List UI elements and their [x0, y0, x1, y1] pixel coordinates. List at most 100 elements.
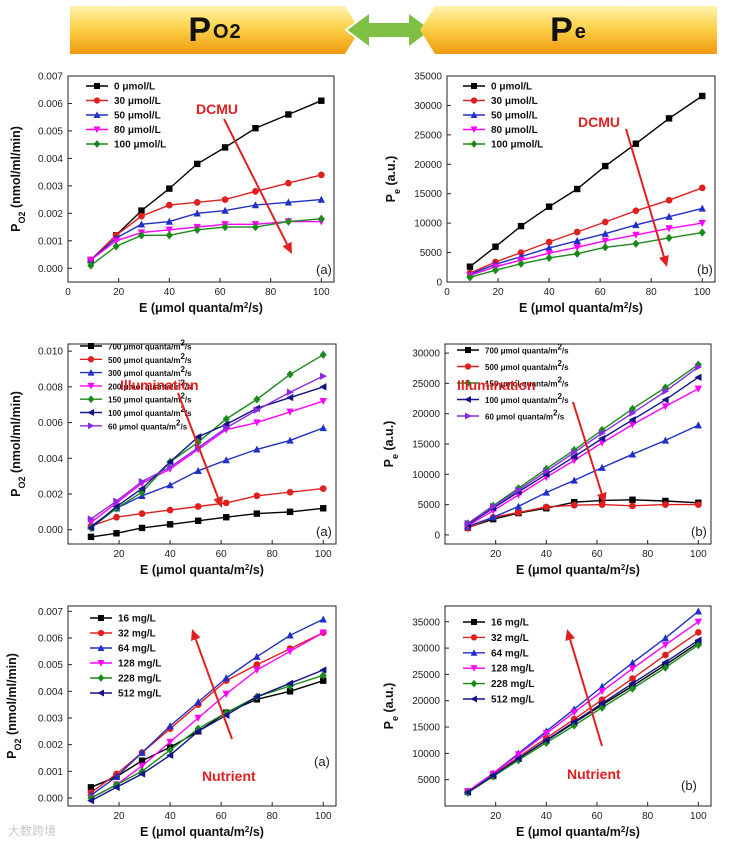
x-tick-label: 80 [267, 811, 279, 822]
y-tick-label: 0.000 [38, 794, 63, 805]
y-tick-label: 0.004 [38, 687, 63, 698]
annotation-label: Nutrient [202, 768, 256, 784]
data-point [489, 513, 497, 521]
data-point [665, 233, 673, 243]
legend-marker [97, 644, 105, 651]
data-point [492, 243, 499, 250]
legend-label: 64 mg/L [118, 644, 156, 655]
x-tick-label: 60 [591, 811, 603, 822]
legend-marker [97, 674, 105, 682]
legend-marker [93, 126, 101, 134]
legend-marker [87, 369, 95, 376]
legend-marker [470, 695, 477, 703]
data-point [629, 675, 636, 682]
dcmu-po2-chart: 0 20 40 60 80 100 0.000 0.001 0.002 0.003 0.004 0.0… [9, 72, 335, 316]
data-point [573, 249, 581, 258]
data-point [253, 419, 261, 427]
data-point [466, 263, 474, 270]
data-point [87, 524, 95, 532]
data-point [545, 244, 553, 252]
data-point [286, 370, 294, 379]
legend-label: 512 mg/L [118, 689, 161, 700]
y-tick-label: 0.000 [38, 264, 63, 275]
y-tick-label: 25000 [412, 670, 440, 681]
legend-label: 150 μmol quanta/m2/s [108, 391, 192, 405]
data-point [632, 140, 640, 147]
data-point [222, 674, 230, 682]
legend-marker [470, 111, 478, 118]
data-point [489, 502, 497, 511]
x-tick-label: 60 [216, 811, 228, 822]
po2-banner-main: P [188, 10, 212, 49]
data-point [542, 488, 551, 496]
data-point [601, 243, 609, 252]
legend-label: 30 μmol/L [114, 96, 161, 107]
data-point [222, 708, 230, 717]
legend-marker [87, 395, 95, 404]
data-point [194, 433, 202, 441]
data-point [222, 711, 230, 720]
plot-frame [67, 343, 337, 545]
panel-tag: (b) [697, 262, 713, 277]
data-point [598, 434, 606, 443]
data-point [662, 501, 669, 508]
legend-label: 500 μmol quanta/m2/s [485, 359, 569, 373]
data-point [222, 414, 230, 424]
data-point [166, 506, 174, 514]
data-point [515, 486, 523, 494]
legend-label: 128 mg/L [491, 664, 534, 675]
legend-label: 228 mg/L [118, 674, 161, 685]
data-point [320, 677, 327, 684]
data-point [222, 456, 230, 464]
legend-label: 0 μmol/L [114, 82, 155, 93]
legend: 0 μmol/L 30 μmol/L 50 μmol/L 80 μmol/L 100 μ… [86, 82, 166, 151]
trend-arrow-icon [191, 629, 233, 740]
data-point [194, 517, 202, 524]
y-tick-label: 0.003 [38, 181, 63, 192]
legend-label: 50 μmol/L [114, 111, 161, 122]
legend-marker [470, 634, 478, 641]
data-point [166, 738, 174, 746]
legend-label: 80 μmol/L [114, 125, 161, 136]
legend-label: 228 mg/L [491, 679, 534, 690]
data-point [570, 453, 578, 461]
data-point [87, 261, 95, 270]
data-point [695, 363, 703, 371]
data-point [628, 679, 636, 688]
data-point [632, 231, 640, 239]
data-point [665, 212, 673, 220]
data-point [628, 665, 637, 673]
data-point [253, 666, 261, 674]
data-point [694, 618, 703, 626]
data-point [543, 467, 551, 475]
x-tick-label: 40 [165, 549, 177, 560]
data-point [112, 772, 121, 780]
watermark: 大数跨境 [8, 824, 57, 838]
data-point [166, 481, 174, 489]
data-point [253, 395, 261, 404]
trend-arrow-icon [177, 392, 223, 508]
data-point [165, 231, 173, 240]
data-point [661, 658, 669, 666]
y-tick-label: 5000 [418, 775, 441, 786]
legend-label: 100 μmol quanta/m2/s [485, 392, 569, 406]
data-point [542, 736, 550, 744]
data-point [87, 515, 95, 523]
x-tick-label: 20 [113, 811, 125, 822]
po2-banner-title: P O2 [70, 6, 360, 54]
data-point [601, 218, 609, 226]
data-point [573, 236, 581, 244]
data-point [571, 448, 579, 457]
data-point [166, 463, 174, 471]
data-point [112, 783, 120, 792]
data-point [699, 92, 706, 100]
x-axis-title: E (μmol quanta/m2/s) [139, 301, 263, 316]
data-point [320, 372, 328, 380]
data-point [137, 220, 146, 228]
data-point [286, 388, 294, 396]
illumination-po2-chart: 20 40 60 80 100 0.000 0.002 0.004 0.006 0.008 0.01… [9, 338, 337, 577]
legend-marker [470, 649, 478, 656]
legend-marker [464, 363, 472, 370]
x-tick-label: 80 [265, 287, 277, 298]
